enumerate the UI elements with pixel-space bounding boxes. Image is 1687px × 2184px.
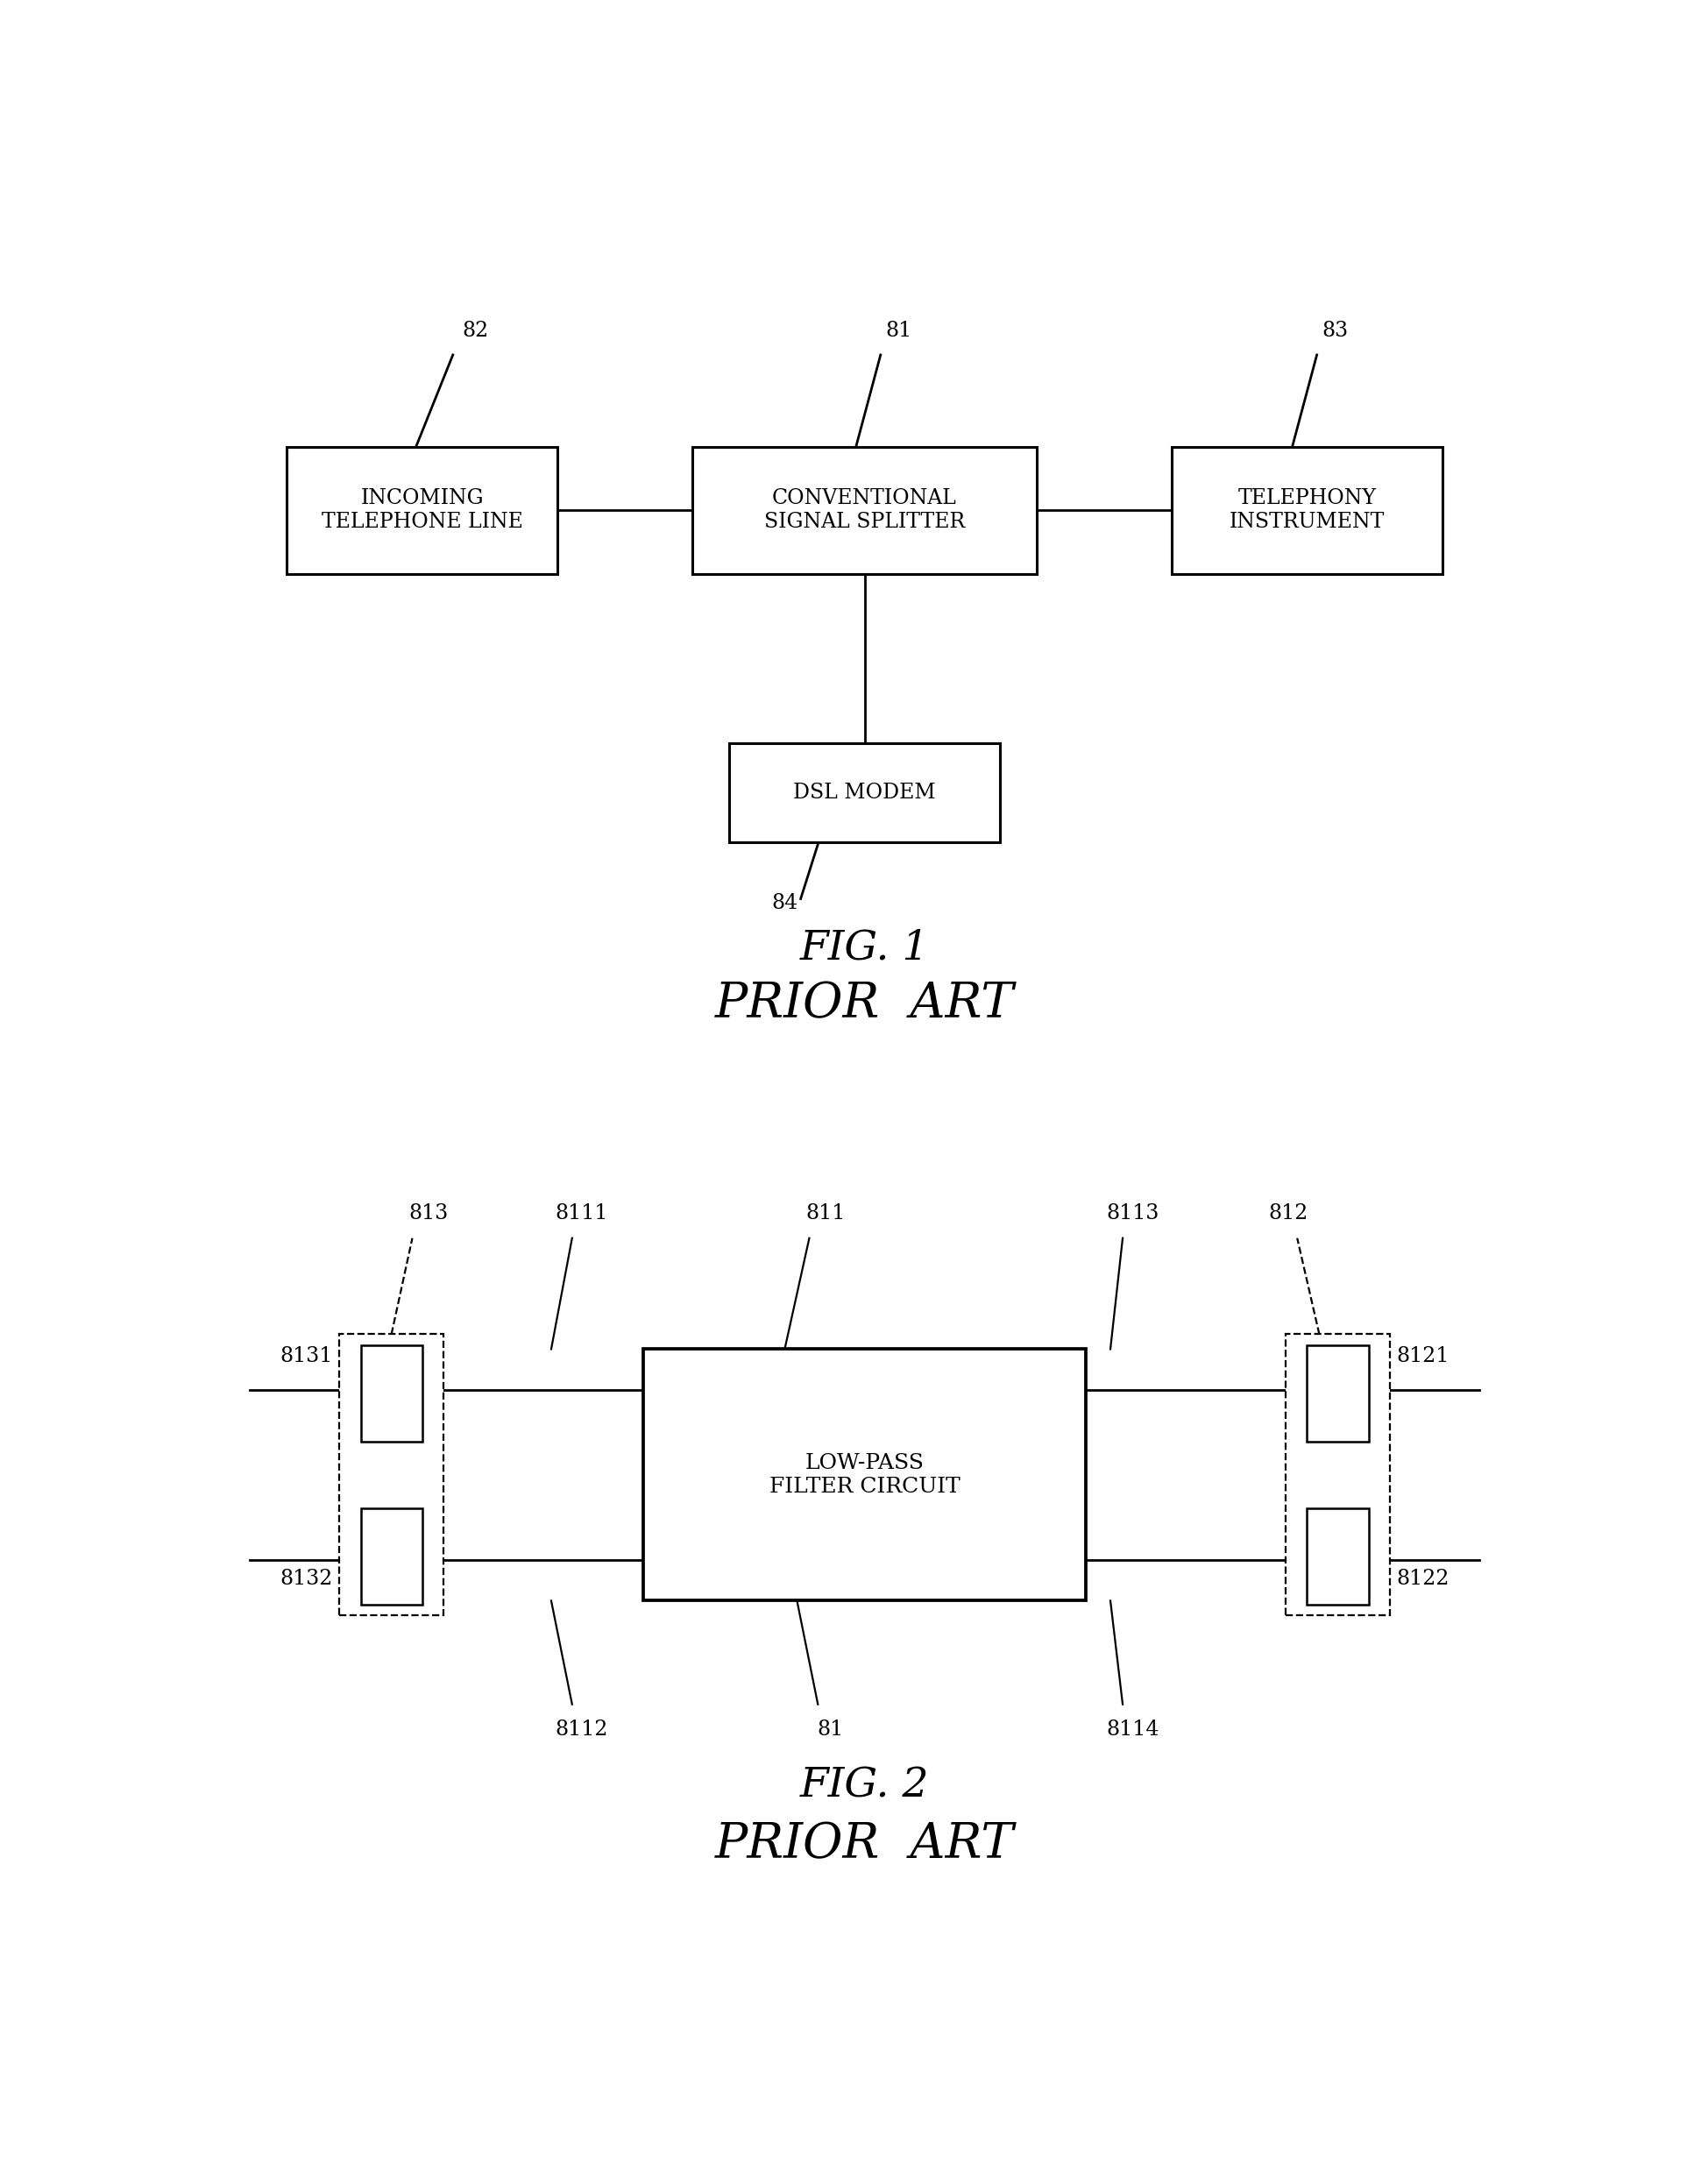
Text: DSL MODEM: DSL MODEM — [793, 782, 936, 804]
Bar — [339, 1334, 444, 1616]
Bar — [1172, 448, 1442, 574]
Bar — [643, 1350, 1086, 1601]
Text: 8111: 8111 — [555, 1203, 609, 1223]
Bar — [361, 1509, 422, 1605]
Bar — [729, 743, 1000, 843]
Text: 83: 83 — [1323, 321, 1348, 341]
Text: 81: 81 — [817, 1719, 844, 1738]
Text: CONVENTIONAL
SIGNAL SPLITTER: CONVENTIONAL SIGNAL SPLITTER — [764, 489, 965, 533]
Text: PRIOR  ART: PRIOR ART — [715, 1821, 1014, 1870]
Text: 8113: 8113 — [1107, 1203, 1159, 1223]
Text: 8114: 8114 — [1107, 1719, 1159, 1738]
Bar — [361, 1345, 422, 1441]
Bar — [287, 448, 557, 574]
Text: 813: 813 — [408, 1203, 449, 1223]
Bar — [693, 448, 1036, 574]
Text: FIG. 1: FIG. 1 — [800, 928, 930, 968]
Text: TELEPHONY
INSTRUMENT: TELEPHONY INSTRUMENT — [1230, 489, 1385, 533]
Bar — [1307, 1509, 1368, 1605]
Text: 81: 81 — [886, 321, 913, 341]
Text: 8122: 8122 — [1397, 1568, 1449, 1588]
Text: PRIOR  ART: PRIOR ART — [715, 981, 1014, 1029]
Text: FIG. 2: FIG. 2 — [800, 1767, 930, 1806]
Text: LOW-PASS
FILTER CIRCUIT: LOW-PASS FILTER CIRCUIT — [769, 1452, 960, 1496]
Text: 84: 84 — [771, 893, 798, 913]
Text: 8121: 8121 — [1397, 1348, 1449, 1367]
Bar — [1285, 1334, 1390, 1616]
Text: 812: 812 — [1269, 1203, 1309, 1223]
Bar — [1307, 1345, 1368, 1441]
Text: 8112: 8112 — [555, 1719, 609, 1738]
Text: 811: 811 — [805, 1203, 845, 1223]
Text: INCOMING
TELEPHONE LINE: INCOMING TELEPHONE LINE — [322, 489, 523, 533]
Text: 82: 82 — [462, 321, 488, 341]
Text: 8132: 8132 — [280, 1568, 332, 1588]
Text: 8131: 8131 — [280, 1348, 332, 1367]
